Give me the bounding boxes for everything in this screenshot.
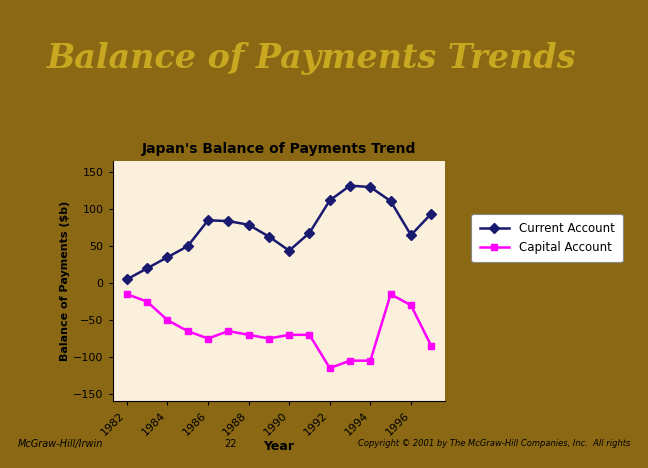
Current Account — [367, 184, 375, 190]
Capital Account — [123, 292, 131, 297]
Current Account — [123, 277, 131, 282]
Y-axis label: Balance of Payments ($b): Balance of Payments ($b) — [60, 201, 71, 361]
X-axis label: Year: Year — [264, 440, 295, 453]
Capital Account — [224, 329, 232, 334]
Line: Current Account: Current Account — [123, 182, 435, 283]
Capital Account — [245, 332, 253, 337]
Capital Account — [326, 365, 334, 371]
Current Account — [326, 197, 334, 203]
Current Account — [285, 248, 293, 253]
Text: Balance of Payments Trends: Balance of Payments Trends — [47, 42, 576, 74]
Current Account — [346, 183, 354, 189]
Capital Account — [428, 343, 435, 349]
Capital Account — [265, 336, 273, 341]
Current Account — [407, 232, 415, 238]
Current Account — [306, 230, 314, 236]
Capital Account — [387, 292, 395, 297]
Current Account — [163, 255, 171, 260]
Capital Account — [367, 358, 375, 364]
Current Account — [387, 198, 395, 204]
Title: Japan's Balance of Payments Trend: Japan's Balance of Payments Trend — [142, 142, 416, 156]
Text: 22: 22 — [224, 439, 237, 448]
Current Account — [245, 222, 253, 227]
Capital Account — [407, 302, 415, 308]
Current Account — [428, 211, 435, 217]
Line: Capital Account: Capital Account — [123, 291, 435, 372]
Current Account — [204, 218, 212, 223]
Current Account — [265, 234, 273, 240]
Text: McGraw-Hill/Irwin: McGraw-Hill/Irwin — [18, 439, 103, 448]
Capital Account — [184, 329, 192, 334]
Capital Account — [163, 317, 171, 323]
Capital Account — [285, 332, 293, 337]
Current Account — [184, 243, 192, 249]
Capital Account — [306, 332, 314, 337]
Legend: Current Account, Capital Account: Current Account, Capital Account — [471, 214, 623, 262]
Capital Account — [346, 358, 354, 364]
Capital Account — [143, 299, 151, 304]
Current Account — [143, 265, 151, 271]
Text: Copyright © 2001 by The McGraw-Hill Companies, Inc.  All rights: Copyright © 2001 by The McGraw-Hill Comp… — [358, 439, 630, 448]
Current Account — [224, 218, 232, 224]
Capital Account — [204, 336, 212, 341]
